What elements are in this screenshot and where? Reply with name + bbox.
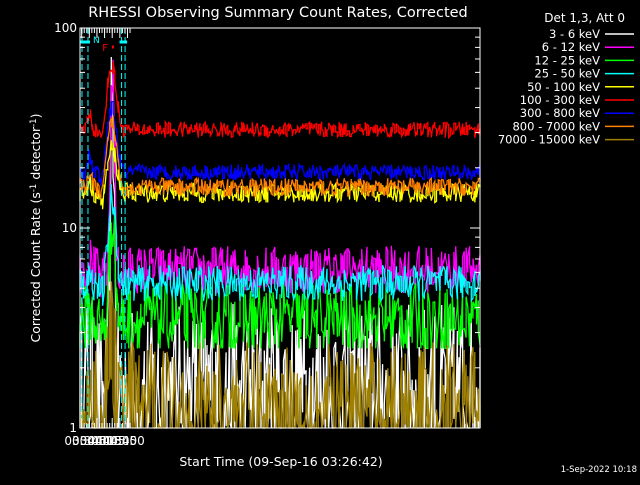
- night-label: N: [93, 36, 100, 46]
- timestamp: 1-Sep-2022 10:18: [561, 465, 637, 475]
- x-tick-label: 04:00: [80, 434, 115, 448]
- y-tick-label: 100: [54, 21, 77, 35]
- x-tick-label: 05:00: [110, 434, 145, 448]
- flare-label: F: [102, 43, 108, 54]
- x-tick-label: 03:30: [64, 434, 99, 448]
- y-axis: 1 10 100: [54, 21, 480, 435]
- legend-header: Det 1,3, Att 0: [544, 11, 625, 25]
- series-line-4: [79, 140, 481, 210]
- legend-label-5: 100 - 300 keV: [520, 93, 600, 107]
- legend-label-0: 3 - 6 keV: [549, 27, 600, 41]
- y-tick-label: 10: [62, 221, 77, 235]
- chart-title: RHESSI Observing Summary Count Rates, Co…: [88, 5, 468, 21]
- legend-label-8: 7000 - 15000 keV: [498, 133, 600, 147]
- y-axis-label: Corrected Count Rate (s-1 detector-1): [28, 114, 43, 343]
- series-line-8: [79, 281, 481, 430]
- legend-label-1: 6 - 12 keV: [542, 40, 600, 54]
- x-tick-label: 04:15: [87, 434, 122, 448]
- legend-label-3: 25 - 50 keV: [534, 67, 600, 81]
- series-line-5: [79, 61, 481, 140]
- legend-label-2: 12 - 25 keV: [534, 53, 600, 67]
- series-line-7: [79, 115, 481, 199]
- legend-label-6: 300 - 800 keV: [520, 106, 600, 120]
- legend-label-7: 800 - 7000 keV: [512, 119, 600, 133]
- series-line-3: [79, 184, 481, 306]
- x-tick-label: 04:30: [95, 434, 130, 448]
- series-layer: [79, 56, 481, 430]
- x-tick-label: 04:45: [103, 434, 138, 448]
- series-line-1: [79, 59, 481, 298]
- x-tick-label: 03:45: [72, 434, 107, 448]
- y-tick-label: 1: [69, 421, 77, 435]
- legend-label-4: 50 - 100 keV: [527, 80, 600, 94]
- x-axis-label: Start Time (09-Sep-16 03:26:42): [179, 454, 382, 469]
- series-line-6: [79, 100, 481, 186]
- series-line-2: [79, 210, 481, 350]
